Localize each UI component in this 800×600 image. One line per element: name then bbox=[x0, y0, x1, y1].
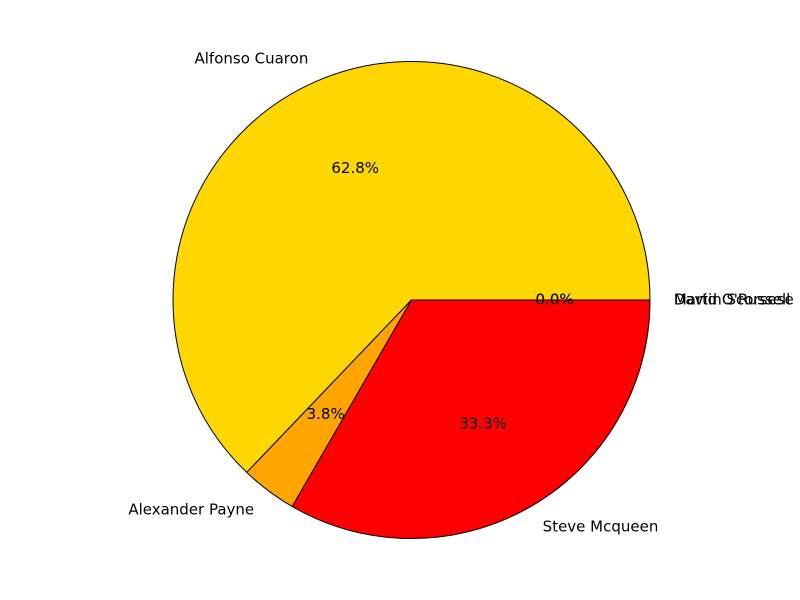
pie-labels: Alfonso Cuaron Alexander Payne Steve Mcque… bbox=[128, 49, 793, 535]
pie-slices bbox=[172, 61, 651, 539]
slice-percent-steve-mcqueen: 33.3% bbox=[459, 414, 507, 432]
pie-percent-labels: 62.8%3.8%33.3%0.0%0.0% bbox=[307, 159, 574, 433]
slice-percent-alexander-payne: 3.8% bbox=[307, 405, 345, 423]
slice-label-alfonso-cuaron: Alfonso Cuaron bbox=[194, 49, 308, 67]
slice-label-steve-mcqueen: Steve Mcqueen bbox=[543, 518, 659, 536]
pie-slice-alfonso-cuaron bbox=[172, 61, 651, 473]
slice-percent-alfonso-cuaron: 62.8% bbox=[331, 159, 379, 177]
slice-label-alexander-payne: Alexander Payne bbox=[128, 500, 254, 518]
slice-percent-martin-scorsese: 0.0% bbox=[536, 291, 574, 309]
slice-label-martin-scorsese: Martin Scorsese bbox=[674, 291, 794, 309]
slice-percent-david-o-russell: 0.0% bbox=[536, 291, 574, 309]
slice-label-david-o-russell: David O'Russell bbox=[674, 291, 790, 309]
pie-slice-steve-mcqueen bbox=[291, 299, 651, 539]
